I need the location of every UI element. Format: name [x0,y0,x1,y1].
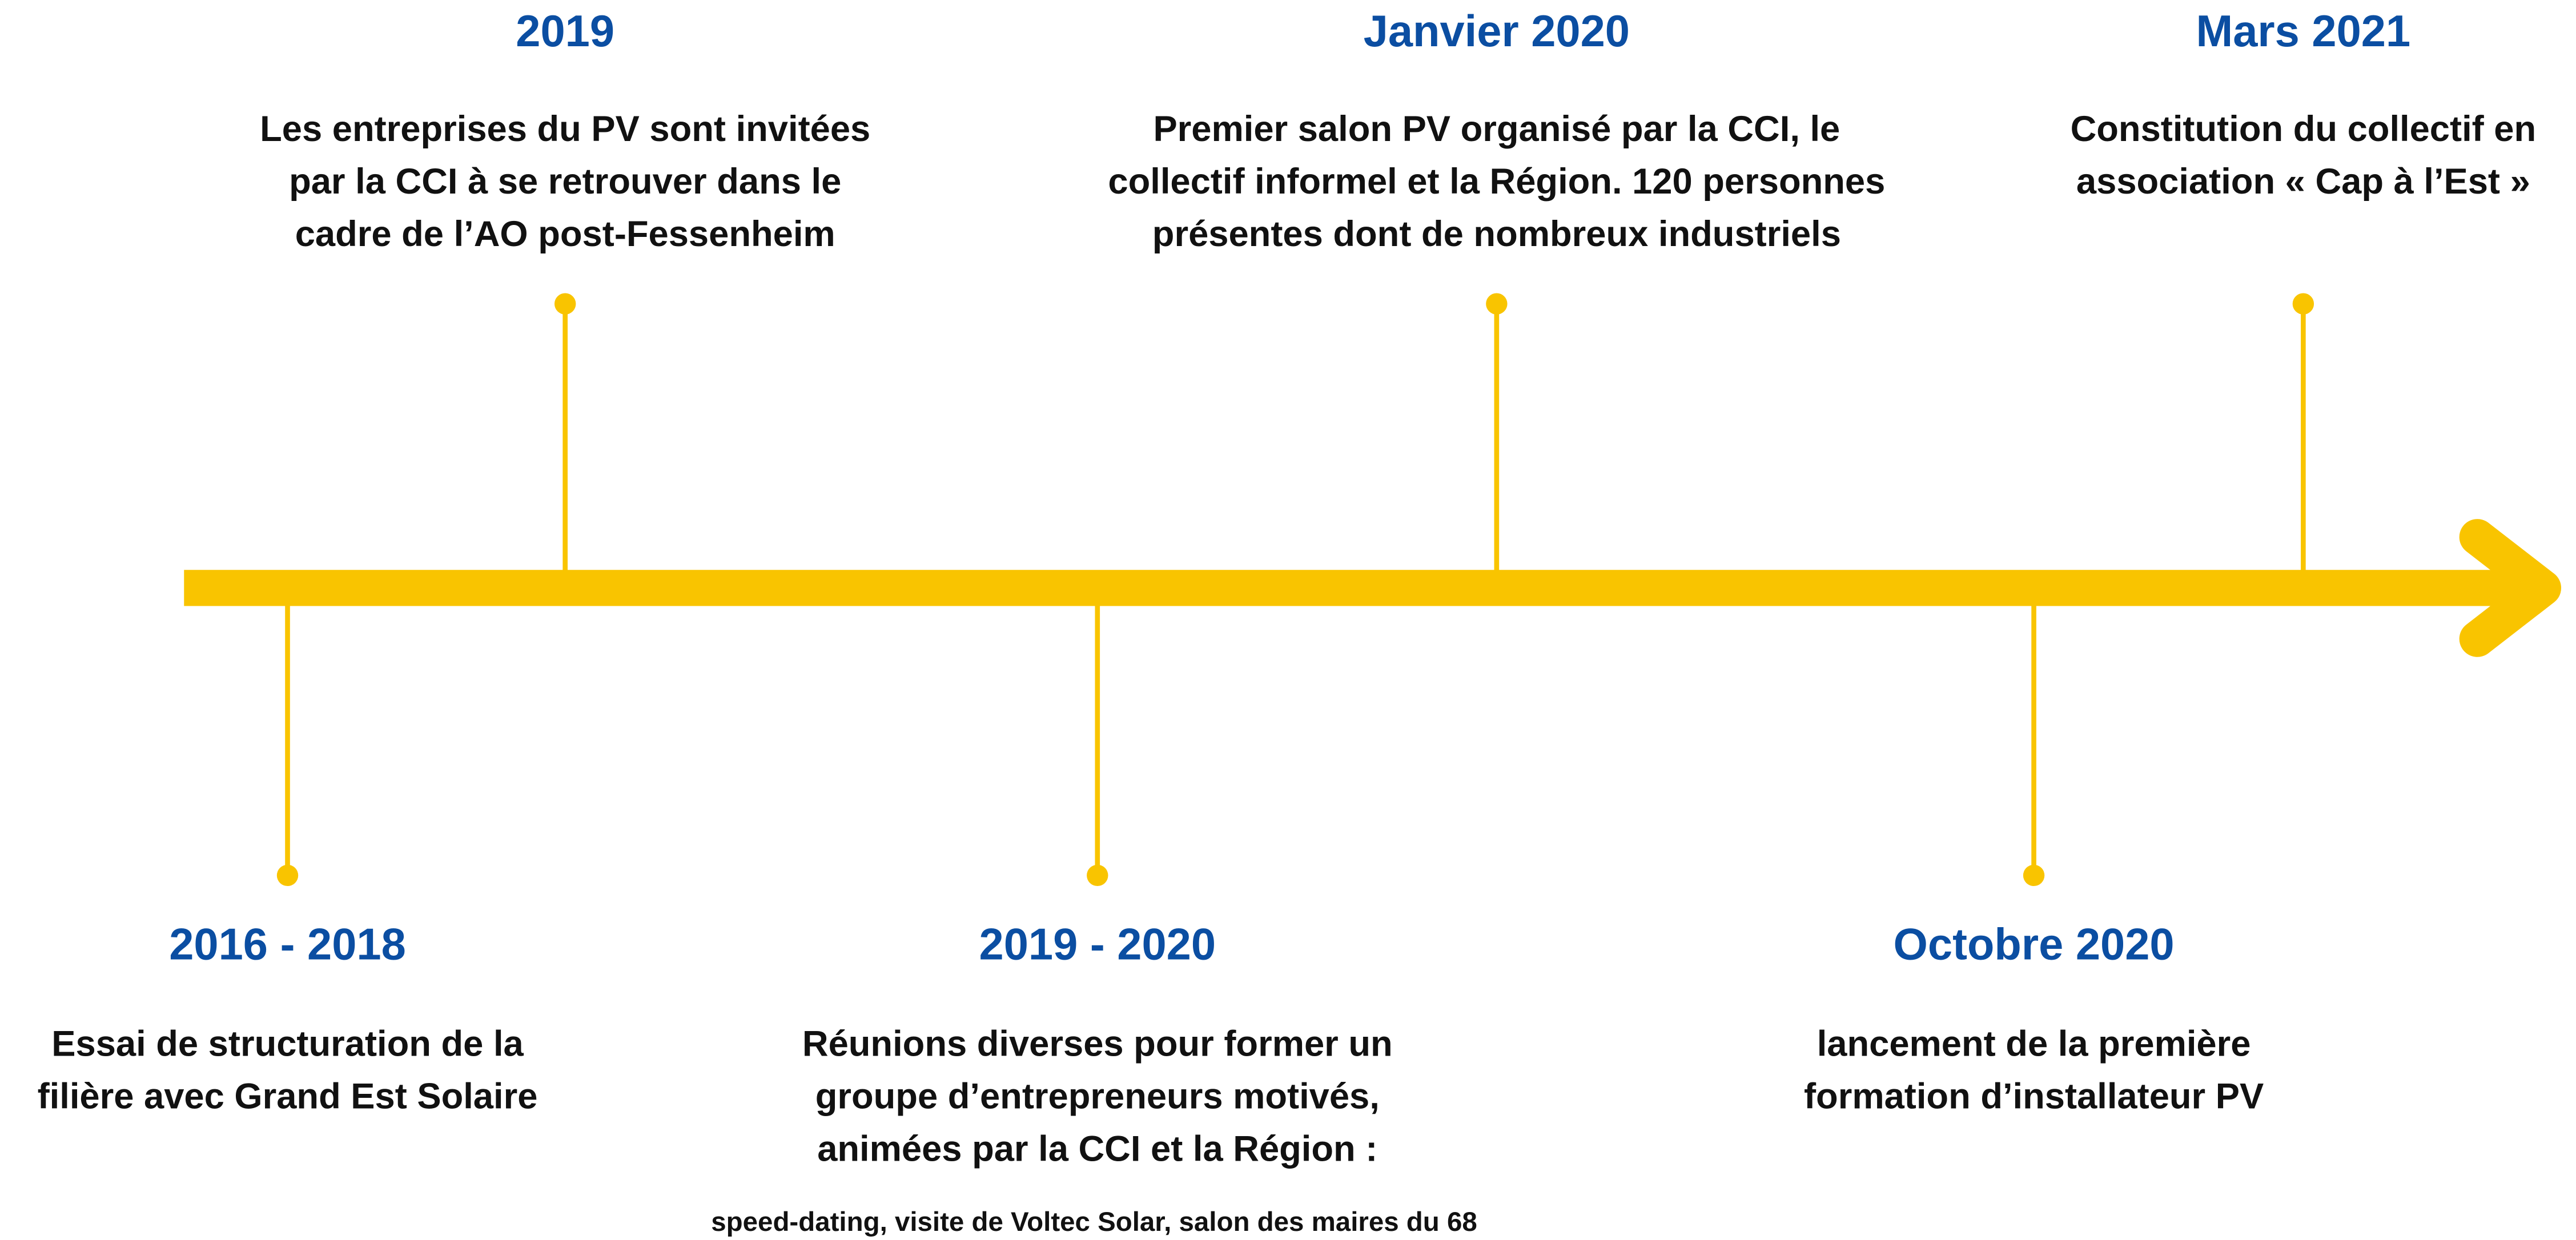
event-date: Octobre 2020 [1894,920,2175,969]
arrow-head [2459,519,2562,657]
event-date: Mars 2021 [2196,7,2411,56]
event-description: filière avec Grand Est Solaire [38,1076,538,1116]
event-description: cadre de l’AO post-Fessenheim [295,214,835,254]
event-date: 2016 - 2018 [169,920,406,969]
event-note: speed-dating, visite de Voltec Solar, sa… [711,1207,1477,1237]
event-date: Janvier 2020 [1364,7,1630,56]
event-description: collectif informel et la Région. 120 per… [1108,162,1885,202]
marker-dot [554,293,576,315]
event-description: présentes dont de nombreux industriels [1152,214,1841,254]
event-description: Les entreprises du PV sont invitées [260,109,870,149]
marker-dot [1486,293,1508,315]
event-description: Constitution du collectif en [2071,109,2537,149]
event-description: Premier salon PV organisé par la CCI, le [1153,109,1840,149]
event-date: 2019 - 2020 [979,920,1216,969]
marker-dot [276,864,299,887]
event-description: lancement de la première [1817,1024,2251,1064]
event-date: 2019 [516,7,614,56]
event-description: animées par la CCI et la Région : [817,1129,1377,1169]
marker-dot [2023,864,2045,887]
event-description: Réunions diverses pour former un [802,1024,1393,1064]
marker-dot [1087,864,1108,887]
event-description: formation d’installateur PV [1804,1076,2264,1116]
marker-dot [2292,293,2314,315]
event-description: Essai de structuration de la [51,1024,524,1064]
event-description: association « Cap à l’Est » [2076,162,2530,202]
event-description: groupe d’entrepreneurs motivés, [815,1076,1380,1116]
event-description: par la CCI à se retrouver dans le [289,162,841,202]
